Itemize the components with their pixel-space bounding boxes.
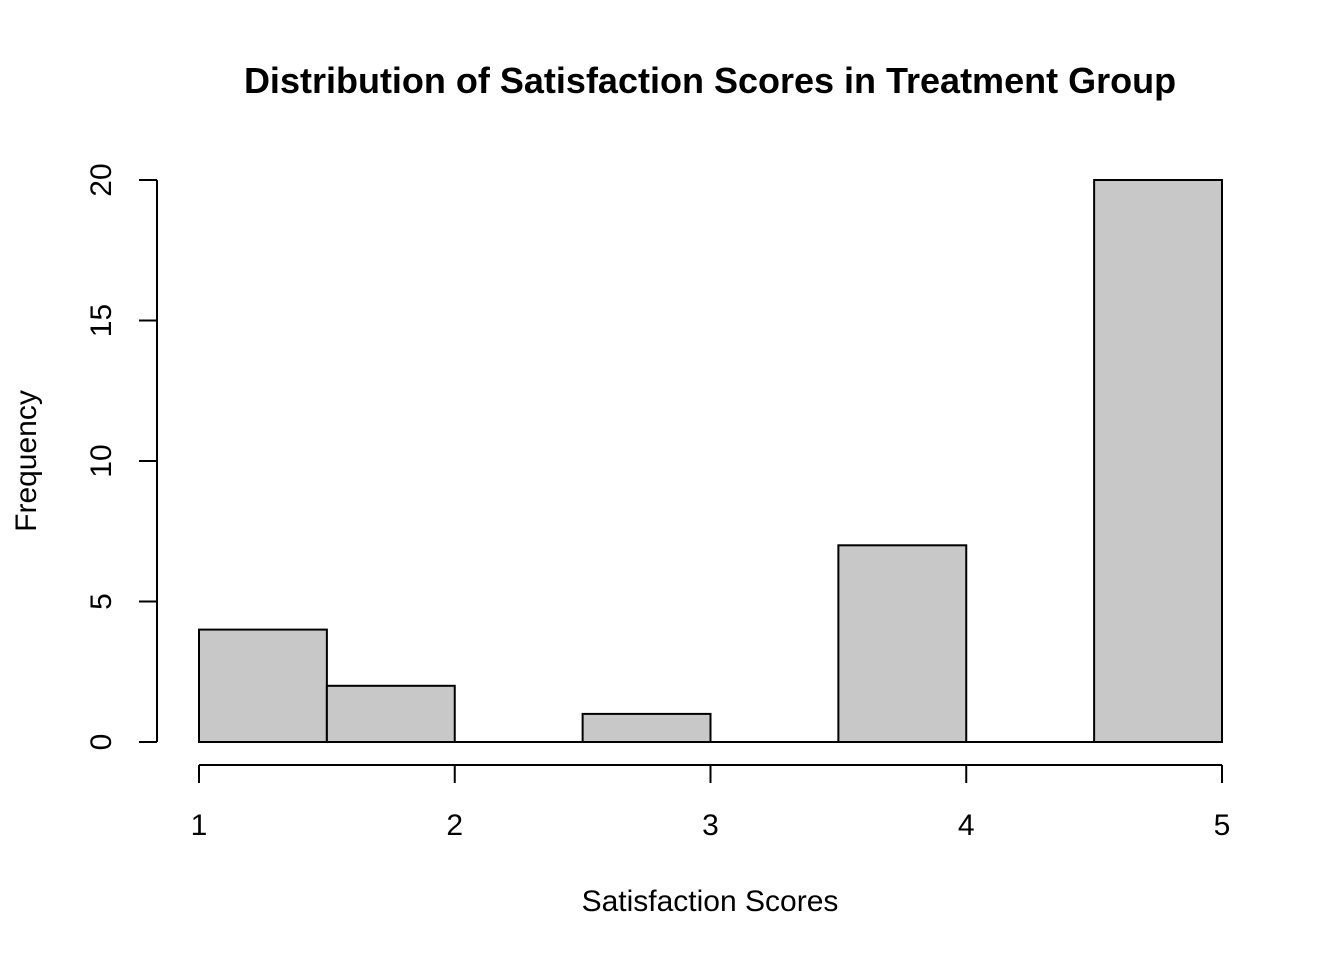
y-tick-label: 15 [85,304,118,337]
x-tick-label: 2 [446,809,463,842]
histogram-bar-1 [198,628,328,743]
y-tick-label: 5 [85,593,118,610]
x-tick-label: 1 [191,809,208,842]
y-tick-label: 20 [85,163,118,196]
y-axis-label: Frequency [10,390,43,532]
histogram-bar-4 [581,712,712,744]
histogram-bar-2 [325,684,456,743]
bars-layer [198,179,1223,744]
x-tick-label: 3 [702,809,719,842]
x-axis: 1 2 3 4 5 [191,764,1231,842]
x-tick-label: 5 [1214,809,1231,842]
y-tick-label: 10 [85,444,118,477]
histogram-bar-6 [837,544,968,743]
x-axis-label: Satisfaction Scores [582,885,839,918]
y-tick-label: 0 [85,734,118,751]
chart-title: Distribution of Satisfaction Scores in T… [244,60,1176,101]
histogram-bar-8 [1093,179,1223,743]
x-tick-label: 4 [958,809,975,842]
y-axis: 0 5 10 15 20 [85,163,158,751]
